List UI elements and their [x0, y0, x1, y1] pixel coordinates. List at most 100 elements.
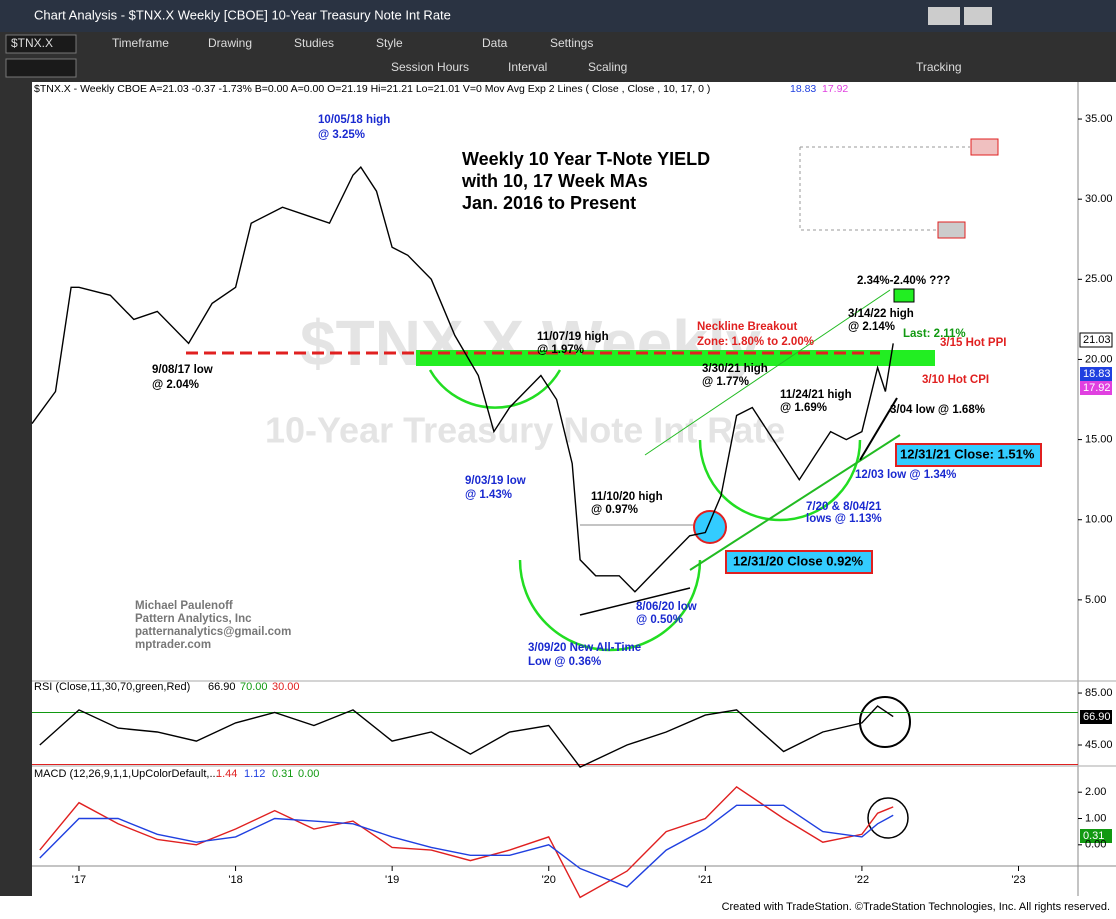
annotation: Last: 2.11% — [903, 328, 966, 340]
x-tick-label: '23 — [1011, 874, 1025, 886]
macd-value: 1.12 — [244, 768, 265, 780]
annotation: 12/31/20 Close 0.92% — [733, 553, 864, 568]
button[interactable] — [964, 7, 992, 25]
annotation: @ 0.50% — [636, 614, 683, 626]
x-tick-label: '21 — [698, 874, 712, 886]
circle-mark — [859, 696, 911, 748]
price-box — [1079, 332, 1113, 348]
annotation: lows @ 1.13% — [806, 513, 882, 525]
annotation: Low @ 0.36% — [528, 656, 601, 668]
toolbar-button[interactable]: Drawing — [208, 36, 252, 50]
annotation: Jan. 2016 to Present — [462, 193, 636, 213]
annotation: Zone: 1.80% to 2.00% — [697, 336, 814, 348]
toolbar-button[interactable]: Interval — [508, 60, 547, 74]
target-box — [970, 138, 999, 156]
annotation: 9/03/19 low — [465, 475, 526, 487]
series-line — [39, 804, 894, 888]
annotation: 3/30/21 high — [702, 363, 768, 375]
toolbar-button[interactable]: Tracking — [916, 60, 962, 74]
annotation: 3/09/20 New All-Time — [528, 642, 641, 654]
annotation: 3/15 Hot PPI — [940, 337, 1006, 349]
y-tick-label: 85.00 — [1085, 687, 1113, 699]
target-box — [893, 288, 915, 303]
highlight-circle — [693, 510, 727, 544]
annotation: 11/07/19 high — [537, 331, 609, 343]
annotation: Michael Paulenoff — [135, 600, 233, 612]
macd-label: 0.31 — [1083, 830, 1104, 842]
rsi-header: RSI (Close,11,30,70,green,Red) — [34, 681, 190, 693]
symbol-box[interactable] — [5, 34, 77, 54]
price-box — [1080, 367, 1112, 381]
window-title: Chart Analysis - $TNX.X Weekly [CBOE] 10… — [34, 7, 451, 22]
annotation: @ 3.25% — [318, 129, 365, 141]
annotation: with 10, 17 Week MAs — [461, 171, 648, 191]
y-tick-label: 35.00 — [1085, 113, 1113, 125]
y-tick-label: 15.00 — [1085, 433, 1113, 445]
macd-value: 0.31 — [272, 768, 293, 780]
y-tick-label: 25.00 — [1085, 273, 1113, 285]
x-tick-label: '17 — [72, 874, 86, 886]
annotation: 7/20 & 8/04/21 — [806, 501, 882, 513]
price-box — [1080, 829, 1112, 843]
macd-header: MACD (12,26,9,1,1,UpColorDefault,... — [34, 768, 219, 780]
trendline — [689, 434, 901, 571]
watermark: 10-Year Treasury Note Int Rate — [265, 410, 785, 451]
legend: $TNX.X - Weekly CBOE A=21.03 -0.37 -1.73… — [34, 83, 710, 95]
annotation: 11/10/20 high — [591, 491, 663, 503]
price-label: 18.83 — [1083, 368, 1111, 380]
rsi-value: 30.00 — [272, 681, 300, 693]
toolbar-button[interactable]: Studies — [294, 36, 334, 50]
macd-value: 0.00 — [298, 768, 319, 780]
annotation: Pattern Analytics, Inc — [135, 613, 252, 625]
annotation: Neckline Breakout — [697, 321, 798, 333]
tool-column — [0, 82, 32, 896]
symbol: $TNX.X — [11, 36, 53, 50]
annotation: @ 1.77% — [702, 376, 749, 388]
annotation: 11/24/21 high — [780, 389, 852, 401]
x-tick-label: '22 — [855, 874, 869, 886]
annotation: patternanalytics@gmail.com — [135, 626, 291, 638]
toolbar-button[interactable]: Style — [376, 36, 403, 50]
y-tick-label: 1.00 — [1085, 812, 1106, 824]
toolbar-button[interactable]: Scaling — [588, 60, 627, 74]
circle-mark — [867, 797, 909, 839]
toolbar — [0, 32, 1116, 82]
y-tick-label: 2.00 — [1085, 786, 1106, 798]
annotation: 10/05/18 high — [318, 114, 390, 126]
x-tick-label: '18 — [228, 874, 242, 886]
annotation: 2.34%-2.40% ??? — [857, 275, 950, 287]
footer: Created with TradeStation. ©TradeStation… — [722, 901, 1110, 913]
target-box — [937, 221, 966, 239]
dropdown[interactable] — [5, 58, 77, 78]
annotation: 8/06/20 low — [636, 601, 697, 613]
y-tick-label: 20.00 — [1085, 353, 1113, 365]
annotation: @ 1.97% — [537, 344, 584, 356]
price-box — [1080, 381, 1112, 395]
y-tick-label: 10.00 — [1085, 514, 1113, 526]
toolbar-button[interactable]: Session Hours — [391, 60, 469, 74]
price-label: 17.92 — [1083, 382, 1111, 394]
rsi-value: 66.90 — [208, 681, 236, 693]
series-line — [39, 705, 894, 768]
callout-box — [725, 550, 873, 574]
y-tick-label: 45.00 — [1085, 739, 1113, 751]
macd-value: 1.44 — [216, 768, 237, 780]
toolbar-button[interactable]: Settings — [550, 36, 593, 50]
price-label: 21.03 — [1083, 334, 1111, 346]
toolbar-button[interactable]: Data — [482, 36, 508, 50]
trendline — [859, 397, 898, 461]
callout-box — [895, 443, 1042, 467]
trendline — [644, 289, 891, 456]
toolbar-button[interactable]: Timeframe — [112, 36, 169, 50]
ma-value: 17.92 — [822, 83, 848, 95]
annotation: 3/14/22 high — [848, 308, 914, 320]
arc — [428, 369, 562, 409]
annotation: @ 2.04% — [152, 379, 199, 391]
button[interactable] — [928, 7, 960, 25]
rsi-label: 66.90 — [1083, 711, 1111, 723]
annotation: 3/10 Hot CPI — [922, 374, 989, 386]
arc — [518, 559, 702, 652]
x-tick-label: '20 — [542, 874, 556, 886]
ma-value: 18.83 — [790, 83, 816, 95]
